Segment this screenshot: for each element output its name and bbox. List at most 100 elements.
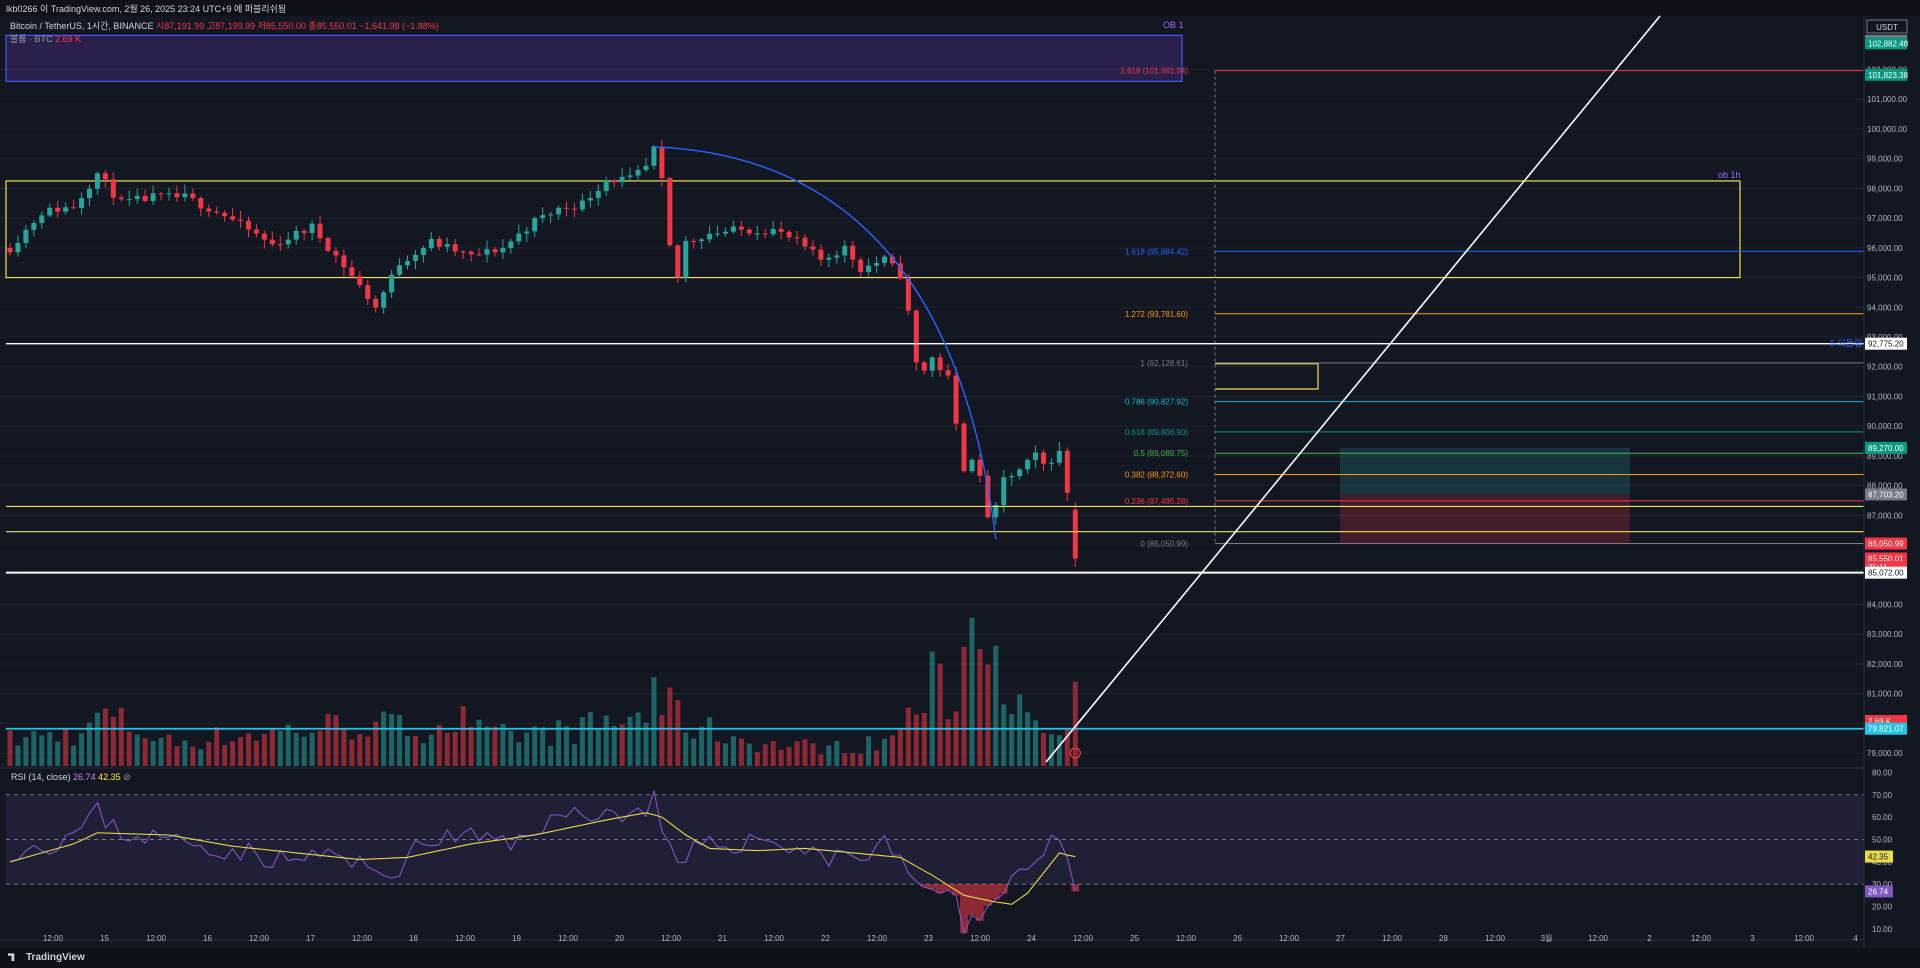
fib-level-label: 0 (86,050.99) [1140, 540, 1188, 549]
time-tick-label: 3월 [1541, 933, 1553, 943]
time-tick-label: 12:00 [146, 934, 167, 943]
time-tick-label: 12:00 [1485, 934, 1506, 943]
candle-body [715, 233, 721, 235]
price-axis: USDT102,000.00101,000.00100,000.0099,000… [1863, 16, 1920, 948]
fib-level-label: 0.5 (89,089.75) [1134, 449, 1189, 458]
rsi-label[interactable]: RSI (14, close) [11, 772, 71, 782]
volume-bar [261, 733, 267, 766]
volume-bar [309, 732, 315, 766]
price-badge [1865, 722, 1907, 735]
candle-body [1056, 450, 1062, 463]
volume-bar [1041, 732, 1046, 766]
price-badge [1865, 488, 1907, 501]
price-tick-label: 84,000.00 [1867, 601, 1903, 610]
candle-body [293, 230, 299, 240]
volume-bar [969, 617, 975, 766]
volume-bar [63, 728, 69, 766]
rsi-ma-line[interactable] [9, 812, 1076, 905]
candle-body [905, 278, 911, 311]
alert-icon[interactable] [1069, 747, 1081, 759]
volume-bar [39, 735, 45, 766]
volume-bar [420, 743, 426, 766]
volume-bar [993, 645, 999, 766]
candle-body [730, 226, 736, 232]
candle-body [158, 193, 164, 195]
fib-level-label: 1 (92,128.61) [1140, 359, 1188, 368]
volume-bar [571, 744, 577, 766]
volume-bar [444, 732, 450, 766]
stop-zone[interactable] [1340, 494, 1630, 544]
volume-label[interactable]: 볼륨 · BTC [10, 34, 53, 44]
volume-bar [858, 753, 864, 766]
candle-body [762, 233, 768, 235]
ob1h-label: ob 1h [1718, 170, 1741, 180]
candle-body [667, 178, 673, 246]
candle-body [842, 245, 848, 256]
volume-bar [683, 732, 689, 766]
volume-bar [945, 719, 951, 766]
candle-body [524, 231, 530, 234]
candle-body [619, 176, 625, 183]
volume-bar [87, 722, 92, 766]
top-bar: lkb0266 이 TradingView.com, 2월 26, 2025 2… [0, 0, 1920, 16]
volume-bar [786, 746, 792, 766]
tradingview-logo[interactable]: TradingView [8, 952, 85, 963]
time-tick-label: 12:00 [970, 934, 991, 943]
candle-body [47, 207, 53, 216]
candle-body [428, 238, 434, 249]
price-badge-text: 101,823.38 [1868, 71, 1909, 80]
volume-bar [730, 736, 736, 766]
candle-body [635, 169, 641, 176]
candle-body [174, 193, 180, 198]
price-badge-text: 86,050.99 [1868, 540, 1904, 549]
volume-bar [778, 749, 784, 766]
candle-body [826, 257, 832, 260]
price-badge-text: 2.69 K [1868, 717, 1892, 726]
volume-bar [977, 649, 983, 766]
candle-body [889, 256, 895, 264]
volume-bar [556, 720, 562, 766]
candle-body [834, 255, 840, 258]
candle-body [39, 215, 45, 224]
volume-bar [134, 734, 140, 766]
time-tick-label: 12:00 [1073, 934, 1094, 943]
time-tick-label: 18 [409, 934, 418, 943]
small-box-zone[interactable] [1215, 363, 1319, 390]
volume-bar [15, 745, 21, 766]
ob1-label: OB 1 [1163, 20, 1184, 30]
price-tick-label: 82,000.00 [1867, 660, 1903, 669]
candle-body [723, 231, 728, 234]
volume-bar [277, 730, 283, 766]
volume-bar [150, 741, 156, 766]
volume-bar [961, 646, 967, 766]
candle-body [206, 208, 212, 212]
trend-line[interactable] [1045, 15, 1661, 763]
currency-button[interactable] [1866, 19, 1908, 34]
target-zone[interactable] [1340, 447, 1630, 495]
price-tick-label: 99,000.00 [1867, 155, 1903, 164]
ob1h-zone[interactable] [5, 180, 1741, 279]
rsi-tick-label: 50.00 [1872, 835, 1893, 844]
volume-bar [834, 740, 840, 766]
volume-bar [532, 726, 538, 766]
volume-bar [476, 719, 482, 766]
candle-body [309, 223, 315, 233]
candle-body [961, 423, 967, 472]
symbol-label[interactable]: Bitcoin / TetherUS, 1시간, BINANCE [10, 21, 154, 31]
time-tick-label: 12:00 [352, 934, 373, 943]
candle-body [420, 248, 426, 255]
time-tick-label: 28 [1439, 934, 1448, 943]
fib-arc[interactable] [653, 146, 997, 540]
candle-body [850, 245, 856, 260]
candle-body [452, 244, 458, 252]
candle-body [937, 357, 943, 371]
candles [7, 139, 1078, 567]
ob1-zone[interactable] [5, 34, 1183, 82]
rsi-hide-icon[interactable]: ⊘ [123, 772, 131, 782]
volume-bar [746, 743, 752, 766]
price-badge-text: 85,550.01 [1868, 554, 1904, 563]
volume-bar [55, 741, 61, 766]
candle-body [754, 233, 760, 235]
rsi-badge [1865, 850, 1893, 863]
